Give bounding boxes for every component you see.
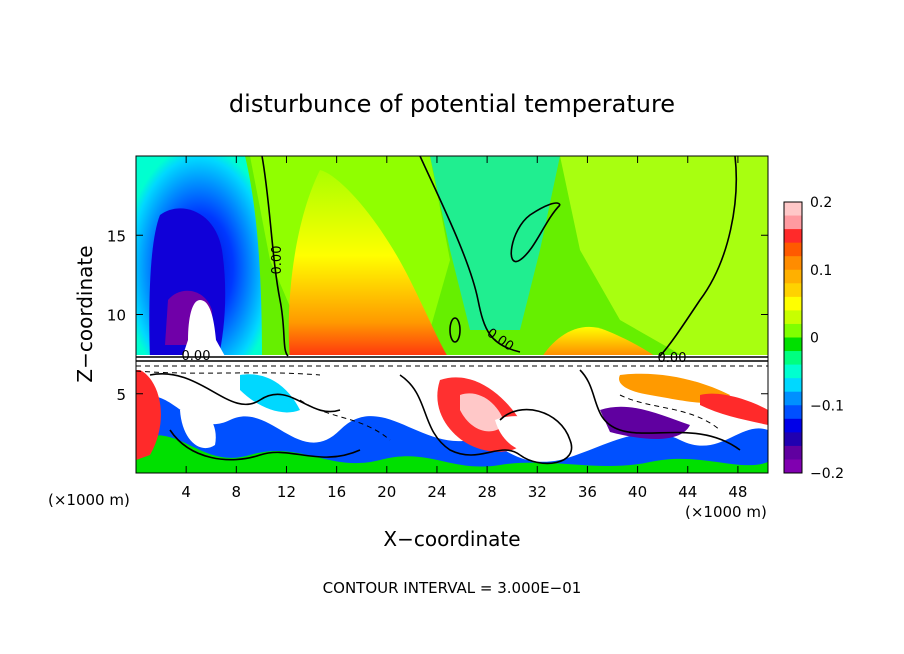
colorbar-swatch (784, 418, 802, 433)
colorbar-swatch (784, 445, 802, 460)
plot-area: 0.00 0.00 0.00 0.00 (136, 156, 768, 473)
contour-right (659, 156, 738, 357)
field-interface-band (136, 355, 768, 363)
colorbar-swatch (784, 323, 802, 338)
colorbar-tick-label: −0.2 (810, 466, 844, 482)
contour-lower-4 (169, 429, 361, 461)
colorbar-swatch (784, 310, 802, 325)
field-lower-pink-mid (460, 393, 505, 432)
colorbar-swatch (784, 229, 802, 244)
contour-lower-3 (579, 369, 741, 451)
field-lower-white-4 (558, 365, 601, 406)
contour-interval-note: CONTOUR INTERVAL = 3.000E−01 (323, 579, 582, 597)
colorbar-frame (783, 201, 803, 474)
contour-small-loop (449, 317, 461, 343)
field-lower-cyan (240, 374, 300, 413)
x-tick-label: 24 (427, 483, 446, 501)
y-tick-label: 10 (107, 307, 126, 325)
field-lower-red-left (136, 370, 161, 460)
contour-label-right: 0.00 (658, 351, 687, 366)
colorbar-swatch (784, 256, 802, 271)
contour-center-loop (510, 202, 561, 263)
x-tick-label: 12 (277, 483, 296, 501)
contour-dashed (136, 365, 768, 441)
x-unit-right: (×1000 m) (685, 503, 767, 521)
x-axis-label: X−coordinate (383, 527, 520, 551)
field-cyan-strip (430, 156, 560, 330)
contour-lower-5 (499, 408, 573, 465)
field-lower-white-3 (330, 376, 385, 405)
x-tick-label: 4 (181, 483, 191, 501)
x-tick-label: 44 (678, 483, 697, 501)
contour-center-left (419, 156, 521, 353)
contour-dashed-2 (136, 370, 321, 376)
contour-left (261, 156, 289, 357)
x-tick-label: 48 (728, 483, 747, 501)
contour-dashed-4 (619, 394, 721, 431)
y-axis-label: Z−coordinate (73, 245, 97, 382)
field-warm-dome-right (540, 326, 660, 360)
x-tick-label: 40 (628, 483, 647, 501)
colorbar-tick-label: 0.1 (810, 263, 832, 279)
colorbar-swatch (784, 351, 802, 366)
y-axis: 5 10 15 (107, 227, 768, 404)
y-tick-label: 5 (116, 386, 126, 404)
colorbar-swatch (784, 378, 802, 393)
field-lower-white-1 (180, 407, 216, 449)
colorbar-swatch (784, 432, 802, 447)
colorbar-tick-label: −0.1 (810, 398, 844, 414)
colorbar-swatch (784, 269, 802, 284)
colorbar-swatch (784, 296, 802, 311)
contour-label-interface: 0.00 (182, 349, 211, 364)
contour-lower-1 (149, 372, 341, 413)
contour-dashed-3 (299, 399, 391, 441)
x-tick-label: 36 (578, 483, 597, 501)
colorbar-swatch (784, 242, 802, 257)
colorbar-swatch (784, 405, 802, 420)
x-axis: 4 8 12 16 20 24 28 32 36 40 44 48 (181, 156, 747, 501)
contour-label-left: 0.00 (270, 246, 285, 275)
colorbar-ticks: 0.2 0.1 0 −0.1 −0.2 (810, 195, 844, 482)
field-lower-red-right (700, 393, 768, 425)
x-tick-label: 20 (377, 483, 396, 501)
field-upper-green-right (560, 156, 768, 360)
field-lower-green (136, 435, 768, 473)
colorbar-swatch (784, 283, 802, 298)
colorbar-swatch (784, 364, 802, 379)
colorbar-swatch (784, 202, 802, 217)
field-white-plume (182, 300, 226, 358)
contour-lower-2 (399, 374, 521, 456)
colorbar (783, 201, 803, 474)
x-tick-label: 28 (478, 483, 497, 501)
x-tick-label: 8 (232, 483, 242, 501)
x-tick-label: 32 (528, 483, 547, 501)
y-tick-label: 15 (107, 227, 126, 245)
x-unit-left: (×1000 m) (48, 491, 130, 509)
field-warm-dome (288, 170, 450, 360)
colorbar-swatch (784, 391, 802, 406)
field-lower-white-2 (495, 416, 560, 453)
x-tick-label: 16 (327, 483, 346, 501)
colorbar-tick-label: 0 (810, 331, 819, 347)
colorbar-tick-label: 0.2 (810, 195, 832, 211)
contour-lines (136, 156, 768, 465)
colorbar-swatch (784, 459, 802, 474)
colorbar-swatch (784, 215, 802, 230)
chart-title: disturbunce of potential temperature (229, 90, 675, 118)
colorbar-swatch (784, 337, 802, 352)
